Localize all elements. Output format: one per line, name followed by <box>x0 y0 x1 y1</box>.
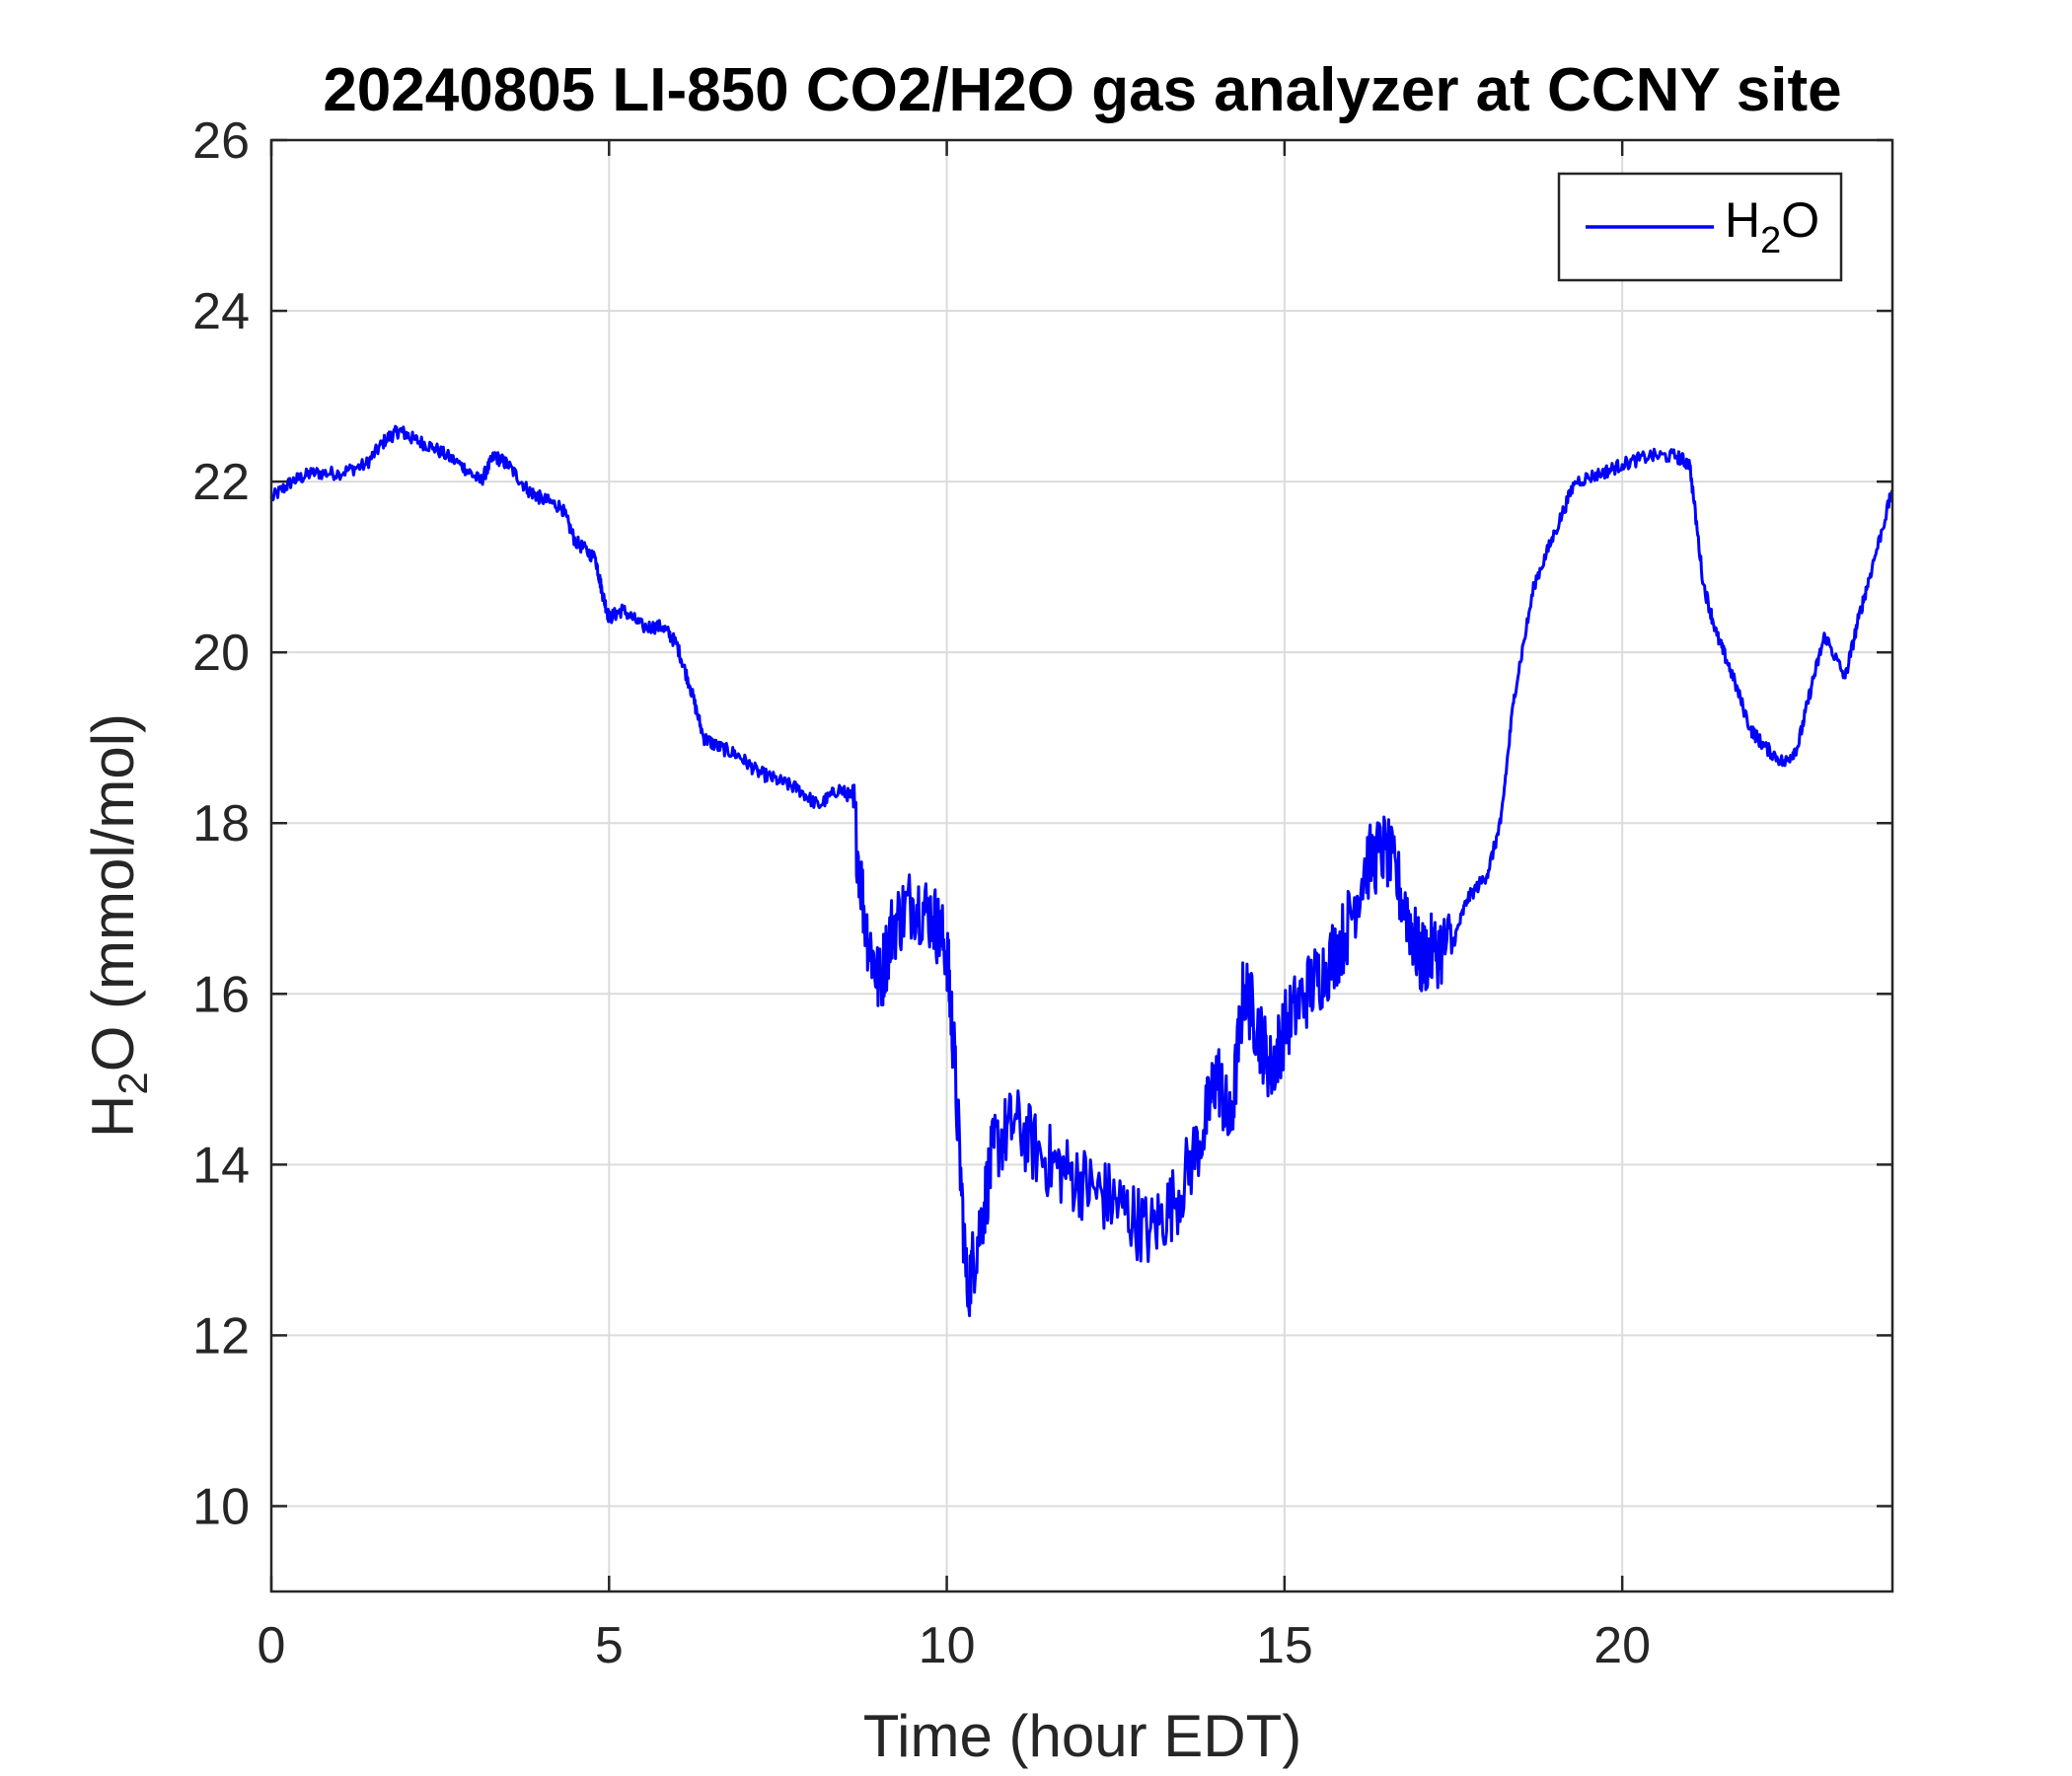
legend-label-main: H <box>1725 192 1760 248</box>
y-tick-label: 24 <box>192 283 250 340</box>
y-axis-label-main: H <box>80 1095 146 1138</box>
chart-title: 20240805 LI-850 CO2/H2O gas analyzer at … <box>323 56 1841 124</box>
legend-label-sub: 2 <box>1760 220 1781 261</box>
legend-label-rest: O <box>1781 192 1819 248</box>
y-tick-label: 14 <box>192 1137 250 1194</box>
y-tick-label: 18 <box>192 795 250 852</box>
legend: H2O <box>1557 172 1843 282</box>
y-axis-label-rest: O (mmol/mol) <box>80 713 146 1072</box>
y-tick-label: 16 <box>192 966 250 1023</box>
x-tick-label: 0 <box>258 1617 286 1674</box>
axes-box <box>269 138 1894 1593</box>
y-axis-label-sub: 2 <box>110 1072 156 1094</box>
legend-label: H2O <box>1725 192 1819 261</box>
x-axis-label: Time (hour EDT) <box>863 1703 1302 1769</box>
y-tick-label: 10 <box>192 1478 250 1535</box>
y-tick-label: 12 <box>192 1307 250 1365</box>
x-tick-label: 10 <box>919 1617 976 1674</box>
y-axis-label: H2O (mmol/mol) <box>80 713 156 1138</box>
y-tick-label: 20 <box>192 625 250 682</box>
x-tick-label: 15 <box>1256 1617 1313 1674</box>
series-layer <box>269 424 1894 1317</box>
y-tick-label: 26 <box>192 112 250 170</box>
x-tick-label: 20 <box>1593 1617 1651 1674</box>
y-tick-label: 22 <box>192 454 250 511</box>
x-tick-label: 5 <box>595 1617 624 1674</box>
ticks: 0 5 10 15 20 10 12 14 16 18 20 22 24 26 <box>192 112 1892 1674</box>
series-line-h2o <box>269 424 1894 1317</box>
